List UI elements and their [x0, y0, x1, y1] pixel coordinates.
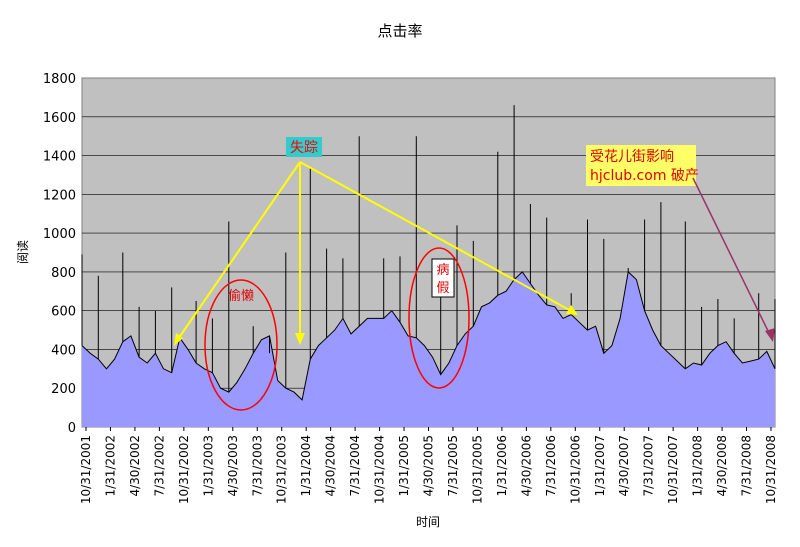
y-tick-label: 1000 [43, 227, 76, 242]
lazy-label: 偷懒 [228, 289, 254, 304]
x-tick-label: 1/31/2007 [593, 435, 607, 497]
y-axis-ticks: 0 200 400 600 800 1000 1200 1400 1600 1800 [43, 72, 76, 436]
sick-label-1: 病 [436, 263, 449, 278]
y-tick-label: 600 [51, 305, 76, 320]
x-tick-label: 7/31/2002 [152, 435, 166, 497]
y-tick-label: 1800 [43, 72, 76, 87]
sick-label-2: 假 [436, 281, 449, 296]
bankrupt-line-1: 受花儿街影响 [590, 149, 674, 165]
x-tick-label: 10/31/2004 [373, 435, 387, 504]
annotations: 失踪 偷懒 病 假 受花儿街影响 hjclub.com 破产 [174, 137, 775, 411]
series-area [82, 271, 775, 427]
x-tick-label: 10/31/2001 [79, 435, 93, 504]
x-tick-label: 10/31/2005 [470, 435, 484, 504]
y-tick-label: 400 [51, 343, 76, 358]
missing-label: 失踪 [290, 140, 318, 156]
y-tick-label: 800 [51, 266, 76, 281]
x-tick-label: 1/31/2002 [103, 435, 117, 497]
y-tick-label: 1200 [43, 188, 76, 203]
x-tick-label: 1/31/2006 [495, 435, 509, 497]
arrowhead-3 [566, 305, 578, 315]
x-tick-label: 10/31/2007 [666, 435, 680, 504]
arrow-to-first-gap [175, 161, 301, 343]
sick-box [431, 258, 455, 298]
x-axis-label: 时间 [416, 515, 440, 529]
x-tick-label: 4/30/2006 [519, 435, 533, 497]
x-tick-label: 7/31/2007 [642, 435, 656, 497]
y-tick-label: 1400 [43, 150, 76, 165]
x-tick-label: 10/31/2002 [177, 435, 191, 504]
x-tick-label: 7/31/2008 [740, 435, 754, 497]
x-tick-label: 7/31/2003 [250, 435, 264, 497]
x-tick-label: 7/31/2006 [544, 435, 558, 497]
missing-box [286, 137, 322, 157]
x-tick-label: 1/31/2005 [397, 435, 411, 497]
x-tick-label: 1/31/2003 [201, 435, 215, 497]
y-tick-label: 0 [68, 421, 76, 436]
x-tick-label: 1/31/2004 [299, 435, 313, 497]
arrow-bankrupt [692, 177, 772, 338]
x-tick-label: 7/31/2005 [446, 435, 460, 497]
y-tick-label: 200 [51, 382, 76, 397]
bankrupt-box [586, 145, 696, 186]
x-tick-label: 1/31/2008 [691, 435, 705, 497]
arrowhead-1 [174, 333, 183, 346]
arrowhead-2 [295, 333, 305, 345]
x-tick-label: 7/31/2004 [348, 435, 362, 497]
x-tick-label: 10/31/2008 [764, 435, 778, 504]
y-axis-label: 阅读 [16, 240, 30, 264]
bankrupt-line-2: hjclub.com 破产 [590, 168, 699, 184]
x-tick-label: 4/30/2007 [617, 435, 631, 497]
series-line [81, 270, 776, 401]
arrow-to-2006-gap [299, 161, 574, 313]
y-tick-label: 1600 [43, 111, 76, 126]
arrowhead-bankrupt [765, 328, 775, 342]
x-tick-label: 10/31/2003 [275, 435, 289, 504]
x-axis-ticks: 10/31/2001 1/31/2002 4/30/2002 7/31/2002 10/… [79, 427, 778, 504]
x-tick-label: 4/30/2002 [128, 435, 142, 497]
x-tick-label: 4/30/2005 [422, 435, 436, 497]
lazy-circle [204, 279, 278, 411]
x-tick-label: 4/30/2004 [324, 435, 338, 497]
sick-circle [408, 247, 470, 389]
x-tick-label: 10/31/2006 [568, 435, 582, 504]
x-tick-label: 4/30/2008 [715, 435, 729, 497]
x-tick-label: 4/30/2003 [226, 435, 240, 497]
chart-title: 点击率 [377, 22, 422, 40]
